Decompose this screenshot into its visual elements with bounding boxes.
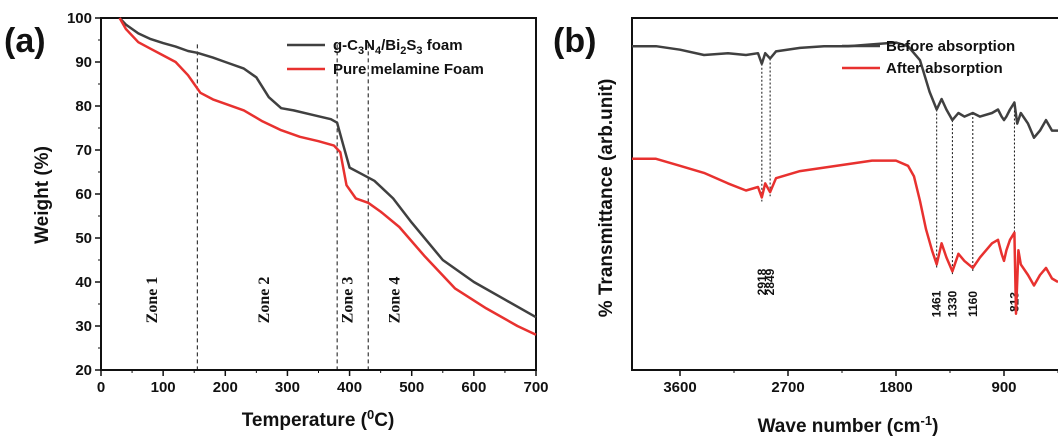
panel-a-x-axis-title-sup: 0: [367, 407, 374, 422]
panel-b-label: (b): [553, 22, 596, 60]
x-tick-label: 500: [399, 379, 424, 396]
x-tick-label: 3600: [663, 379, 696, 396]
x-tick-label: 2700: [771, 379, 804, 396]
y-tick-label: 90: [75, 54, 92, 71]
legend-label-part: foam: [423, 37, 463, 54]
legend-label-subscript: 3: [358, 45, 364, 57]
x-tick-label: 400: [337, 379, 362, 396]
legend-label: g-C3N4/Bi2S3 foam: [333, 37, 463, 57]
x-tick-label: 700: [523, 379, 548, 396]
legend-label: After absorption: [886, 60, 1003, 77]
panel-a-ticks: 0 100 200 300 400 500 600 700 20 30 40 50 60 70 80 90 10…: [67, 10, 549, 396]
panel-b-series: [632, 41, 1058, 315]
y-tick-label: 80: [75, 98, 92, 115]
panel-b-plot-frame: [631, 17, 1058, 371]
x-tick-label: 1800: [879, 379, 912, 396]
panel-a-x-axis-title-end: C): [374, 410, 394, 431]
zone-label: Zone 1: [144, 277, 161, 324]
peak-label: 1160: [966, 291, 980, 317]
x-tick-label: 300: [275, 379, 300, 396]
zone-label: Zone 3: [340, 277, 357, 324]
panel-b-x-axis-title: Wave number (cm-1): [758, 413, 939, 437]
y-tick-label: 60: [75, 186, 92, 203]
panel-a-series: [118, 17, 537, 336]
panel-a-tga-chart: (a) 0 100 200 300 400 500 600 70020304050607080…: [4, 10, 549, 431]
zone-label: Zone 4: [386, 277, 403, 324]
x-tick-label: 900: [991, 379, 1016, 396]
x-tick-label: 100: [151, 379, 176, 396]
legend-label-subscript: 3: [416, 45, 422, 57]
legend-label-part: N: [364, 37, 375, 54]
peak-label: 2849: [763, 268, 777, 295]
y-tick-label: 100: [67, 10, 92, 27]
panel-a-x-axis-title: Temperature (0C): [242, 407, 395, 431]
legend-label-part: /Bi: [381, 37, 400, 54]
panel-b-x-axis-title-main: Wave number (cm: [758, 416, 921, 437]
legend-label-subscript: 4: [375, 45, 382, 57]
series-line: [118, 17, 537, 336]
series-line: [632, 157, 1058, 315]
panel-b-legend: Before absorption After absorption: [842, 38, 1015, 77]
zone-label: Zone 2: [256, 277, 273, 324]
y-tick-label: 70: [75, 142, 92, 159]
legend-label: Before absorption: [886, 38, 1015, 55]
panel-a-x-axis-title-main: Temperature (: [242, 410, 368, 431]
peak-label: 1330: [945, 290, 959, 317]
peak-label: 813: [1007, 292, 1021, 312]
peak-label: 2918: [755, 268, 769, 295]
x-tick-label: 0: [97, 379, 105, 396]
y-tick-label: 20: [75, 362, 92, 379]
panel-a-y-axis-title: Weight (%): [32, 146, 53, 244]
y-tick-label: 40: [75, 274, 92, 291]
x-tick-label: 600: [461, 379, 486, 396]
series-line: [118, 17, 537, 319]
legend-label: Pure melamine Foam: [333, 61, 484, 78]
legend-label-subscript: 2: [400, 45, 406, 57]
y-tick-label: 50: [75, 230, 92, 247]
x-tick-label: 200: [213, 379, 238, 396]
series-line: [632, 41, 1058, 139]
legend-label-part: S: [406, 37, 416, 54]
panel-b-ticks: 3600 2700 1800 900: [663, 370, 1058, 396]
panel-a-zone-lines: Zone 1 Zone 2 Zone 3 Zone 4: [144, 44, 403, 370]
panel-b-y-axis-title: % Transmittance (arb.unit): [596, 79, 617, 318]
panel-b-x-axis-title-end: ): [932, 416, 938, 437]
panel-b-x-axis-title-sup: -1: [921, 413, 933, 428]
peak-label: 1461: [930, 290, 944, 317]
panel-a-label: (a): [4, 22, 46, 60]
y-tick-label: 30: [75, 318, 92, 335]
legend-label-part: g-C: [333, 37, 358, 54]
